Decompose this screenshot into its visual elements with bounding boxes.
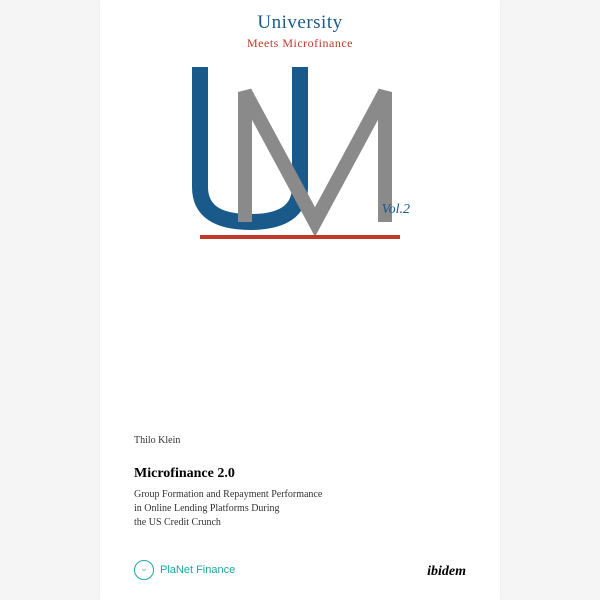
partner-logo: ⌣ PlaNet Finance <box>134 560 235 580</box>
book-title: Microfinance 2.0 <box>134 466 466 482</box>
book-cover: University Meets Microfinance Vol.2 Thil… <box>100 0 500 600</box>
series-title: University <box>140 12 460 34</box>
planet-circle-icon: ⌣ <box>134 560 154 580</box>
smiley-icon: ⌣ <box>141 566 146 574</box>
series-subtitle: Meets Microfinance <box>140 36 460 51</box>
book-subtitle: Group Formation and Repayment Performanc… <box>134 488 466 530</box>
subtitle-line-3: the US Credit Crunch <box>134 517 221 528</box>
partner-name: PlaNet Finance <box>160 564 235 576</box>
subtitle-line-2: in Online Lending Platforms During <box>134 503 280 514</box>
book-info: Thilo Klein Microfinance 2.0 Group Forma… <box>100 435 500 600</box>
um-logo: Vol.2 <box>160 57 440 247</box>
subtitle-line-1: Group Formation and Repayment Performanc… <box>134 489 322 500</box>
um-logo-svg <box>160 57 440 247</box>
author-name: Thilo Klein <box>134 435 466 446</box>
volume-label: Vol.2 <box>382 202 410 218</box>
footer-row: ⌣ PlaNet Finance ibidem <box>134 560 466 580</box>
publisher-name: ibidem <box>427 564 466 580</box>
series-header: University Meets Microfinance Vol.2 <box>100 0 500 247</box>
